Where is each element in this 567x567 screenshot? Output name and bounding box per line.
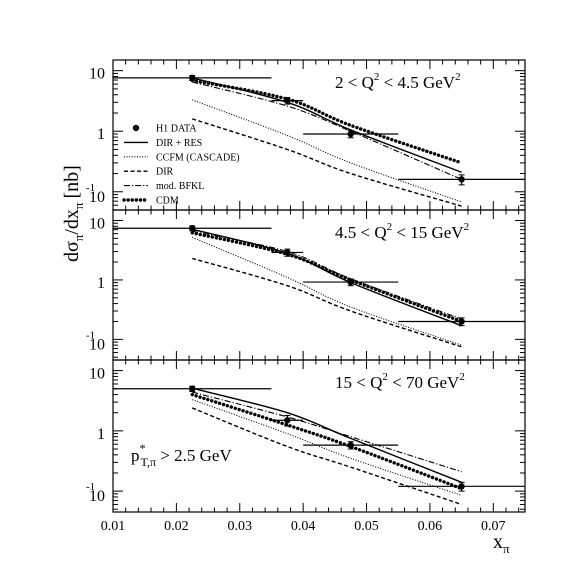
series-dir — [191, 407, 462, 506]
y-tick-exponent: -1 — [86, 182, 95, 194]
x-label-sub: π — [503, 541, 510, 556]
data-point — [458, 483, 465, 490]
x-tick-label: 0.02 — [164, 519, 189, 534]
data-point — [347, 278, 354, 286]
pt-sub: T,π — [141, 455, 157, 469]
y-tick-label: 10 — [89, 189, 105, 206]
y-tick-label: 10 — [89, 215, 105, 232]
x-label-main: x — [493, 531, 503, 553]
y-tick-exponent: -1 — [86, 481, 95, 493]
pt-rest: > 2.5 GeV — [156, 446, 232, 465]
series-dir — [192, 257, 462, 348]
data-point — [284, 417, 291, 424]
legend-label: CCFM (CASCADE) — [156, 152, 240, 163]
legend-label: mod. BFKL — [156, 181, 204, 192]
legend-item: DIR — [124, 167, 174, 178]
legend-item: CDM — [122, 196, 179, 207]
data-point — [284, 249, 291, 256]
legend-item: CCFM (CASCADE) — [124, 152, 240, 163]
legend-item: DIR + RES — [124, 138, 202, 149]
legend-label: DIR — [156, 167, 174, 178]
data-point — [284, 97, 291, 104]
data-point — [189, 385, 196, 392]
x-tick-label: 0.01 — [101, 519, 126, 534]
x-tick-label: 0.07 — [481, 519, 506, 534]
legend-marker — [132, 124, 140, 132]
data-point — [189, 74, 196, 82]
panel-frame — [112, 359, 526, 513]
legend: H1 DATA DIR + RES CCFM (CASCADE) DIR mod. BF… — [122, 124, 240, 207]
series-dir — [192, 118, 462, 207]
y-axis-label: dσπ/dxπ[nb] — [61, 165, 86, 262]
x-tick-label: 0.04 — [291, 519, 316, 534]
series-dir-res — [192, 387, 462, 483]
series-mod-bfkl — [192, 230, 462, 320]
y-label-main: dσ — [61, 241, 83, 262]
x-axis-label: xπ — [493, 531, 510, 556]
y-tick-label: 1 — [97, 426, 105, 443]
series-ccfm-cascade — [192, 399, 462, 496]
y-label-unit: [nb] — [61, 165, 83, 198]
legend-label: DIR + RES — [156, 138, 202, 149]
series-cdm — [190, 392, 464, 491]
data-point — [189, 225, 196, 232]
pt-cut-annotation: p* T,π > 2.5 GeV — [131, 441, 232, 469]
y-tick-label: 10 — [89, 488, 105, 505]
series-ccfm-cascade — [192, 236, 462, 346]
data-point — [347, 441, 354, 449]
pt-main: p — [131, 446, 140, 465]
legend-label: H1 DATA — [156, 124, 197, 135]
q2-range-label: 2 < Q2 < 4.5 GeV2 — [335, 71, 461, 92]
q2-range-label: 4.5 < Q2 < 15 GeV2 — [335, 221, 469, 242]
y-tick-label: 1 — [97, 275, 105, 292]
legend-item: H1 DATA — [132, 124, 197, 135]
pt-sup: * — [140, 441, 146, 455]
series-cdm — [190, 231, 464, 324]
x-tick-label: 0.03 — [228, 519, 253, 534]
y-label-sub: π — [71, 234, 86, 241]
series-cdm — [190, 78, 464, 165]
x-tick-label: 0.06 — [418, 519, 443, 534]
y-label-mid-sub: π — [71, 202, 86, 209]
legend-label: CDM — [156, 196, 179, 207]
y-label-mid: /dx — [61, 209, 83, 235]
x-tick-label: 0.05 — [354, 519, 379, 534]
legend-item: mod. BFKL — [124, 181, 204, 192]
y-tick-label: 10 — [89, 336, 105, 353]
data-point — [347, 130, 354, 138]
y-tick-exponent: -1 — [86, 329, 95, 341]
y-tick-label: 10 — [89, 366, 105, 383]
y-tick-label: 10 — [89, 66, 105, 83]
series-dir-res — [192, 228, 462, 327]
series-mod-bfkl — [192, 391, 462, 473]
y-tick-label: 1 — [97, 126, 105, 143]
q2-range-label: 15 < Q2 < 70 GeV2 — [335, 371, 465, 392]
data-point — [458, 318, 465, 325]
data-point — [458, 176, 465, 183]
series-mod-bfkl — [192, 81, 462, 180]
